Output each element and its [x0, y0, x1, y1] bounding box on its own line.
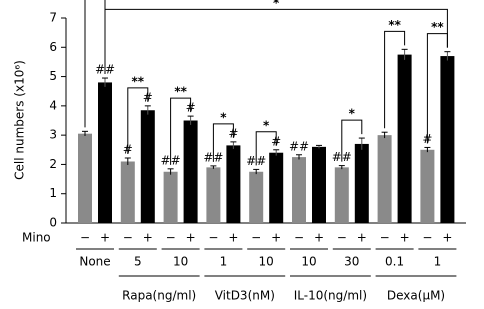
- y-tick-label: 0: [49, 216, 57, 230]
- x-tick-label: 10: [173, 255, 188, 269]
- series-sign: +: [442, 231, 452, 245]
- y-tick-label: 7: [49, 11, 57, 25]
- series-sign: −: [294, 231, 304, 245]
- x-tick-label: 5: [134, 255, 142, 269]
- bar: [440, 56, 455, 224]
- bar: [292, 157, 306, 223]
- x-tick-label: 1: [220, 255, 228, 269]
- bar: [312, 146, 326, 223]
- significance-bracket: [170, 97, 192, 165]
- bar: [269, 152, 284, 223]
- y-tick-label: 5: [49, 69, 57, 83]
- bar: [98, 82, 112, 223]
- series-sign: −: [166, 231, 176, 245]
- bar: [206, 167, 221, 223]
- bar: [163, 171, 178, 223]
- bracket-label: **: [174, 85, 187, 99]
- bar: [397, 54, 412, 223]
- y-tick-label: 3: [49, 128, 57, 142]
- x-tick-label: 10: [259, 255, 274, 269]
- y-axis-label: Cell numbers (x10⁶): [13, 60, 27, 180]
- bar: [183, 120, 198, 223]
- y-tick-label: 2: [49, 157, 57, 171]
- group-label: Dexa(μM): [387, 289, 445, 303]
- series-sign: +: [100, 231, 110, 245]
- series-sign: +: [186, 231, 196, 245]
- series-sign: −: [208, 231, 218, 245]
- significance-bracket: [255, 131, 277, 166]
- series-sign: −: [380, 231, 390, 245]
- x-tick-label: None: [79, 255, 110, 269]
- bar: [420, 149, 435, 223]
- group-label: Rapa(ng/ml): [122, 289, 196, 303]
- x-tick-label: 10: [301, 255, 316, 269]
- x-tick-label: 1: [434, 255, 442, 269]
- bracket-label: *: [349, 107, 356, 121]
- bracket-label: **: [388, 18, 401, 32]
- significance-bracket: [127, 87, 149, 154]
- series-sign: −: [337, 231, 347, 245]
- y-tick-label: 4: [49, 98, 57, 112]
- bar: [120, 161, 135, 223]
- x-tick-label: 0.1: [385, 255, 404, 269]
- group-label: VitD3(nM): [215, 289, 275, 303]
- significance-bracket: [341, 119, 363, 162]
- series-sign: −: [80, 231, 90, 245]
- series-sign: +: [314, 231, 324, 245]
- row-label: Mino: [22, 231, 51, 245]
- bar: [334, 167, 349, 223]
- bar: [354, 143, 369, 223]
- bar: [249, 171, 264, 223]
- y-tick-label: 1: [49, 186, 57, 200]
- bar: [377, 135, 392, 223]
- bar: [226, 145, 241, 223]
- series-sign: +: [400, 231, 410, 245]
- group-label: IL-10(ng/ml): [294, 289, 367, 303]
- bar: [78, 133, 92, 223]
- series-sign: −: [422, 231, 432, 245]
- significance-bracket: [84, 0, 106, 128]
- x-tick-label: 30: [344, 255, 359, 269]
- significance-bracket: [384, 30, 406, 129]
- bracket-label: *: [273, 0, 280, 10]
- series-sign: −: [251, 231, 261, 245]
- series-sign: +: [143, 231, 153, 245]
- series-sign: +: [228, 231, 238, 245]
- bracket-label: **: [431, 20, 444, 34]
- series-sign: −: [123, 231, 133, 245]
- bracket-label: *: [263, 118, 270, 132]
- series-sign: +: [357, 231, 367, 245]
- bracket-label: *: [220, 110, 227, 124]
- significance-mark: ##: [289, 139, 309, 153]
- significance-bracket: [212, 123, 234, 162]
- y-tick-label: 6: [49, 40, 57, 54]
- bracket-label: **: [132, 74, 145, 88]
- bar: [140, 110, 155, 223]
- series-sign: +: [271, 231, 281, 245]
